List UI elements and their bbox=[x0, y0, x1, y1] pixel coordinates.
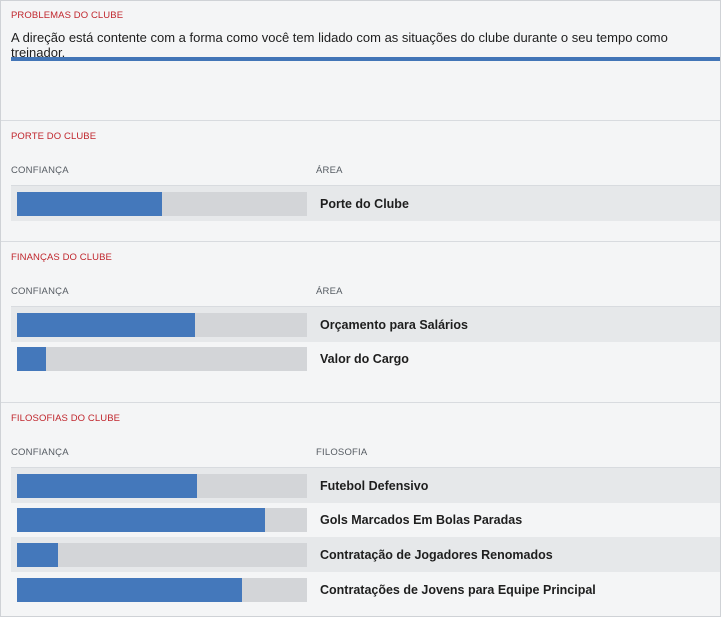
confidence-bar bbox=[17, 543, 307, 567]
philosophy-label: Gols Marcados Em Bolas Paradas bbox=[320, 513, 523, 527]
confidence-bar bbox=[17, 508, 307, 532]
col-area: ÁREA bbox=[316, 286, 343, 297]
table-row[interactable]: Contratação de Jogadores Renomados bbox=[11, 537, 720, 572]
problems-title: PROBLEMAS DO CLUBE bbox=[11, 10, 124, 21]
confidence-bar-fill bbox=[17, 347, 46, 371]
confidence-bar-fill bbox=[17, 508, 265, 532]
confidence-bar-fill bbox=[17, 543, 58, 567]
problems-divider bbox=[11, 57, 720, 61]
problems-section: PROBLEMAS DO CLUBE A direção está conten… bbox=[1, 1, 720, 121]
table-row[interactable]: Contratações de Jovens para Equipe Princ… bbox=[11, 572, 720, 607]
table-row[interactable]: Orçamento para Salários bbox=[11, 306, 720, 342]
confidence-bar-fill bbox=[17, 313, 196, 337]
confidence-bar-fill bbox=[17, 474, 197, 498]
club-philosophies-title: FILOSOFIAS DO CLUBE bbox=[11, 413, 121, 424]
table-row[interactable]: Futebol Defensivo bbox=[11, 467, 720, 503]
club-size-section: PORTE DO CLUBE CONFIANÇA ÁREA Porte do C… bbox=[1, 121, 720, 242]
confidence-bar bbox=[17, 578, 307, 602]
col-confidence: CONFIANÇA bbox=[11, 447, 69, 458]
confidence-bar-fill bbox=[17, 192, 162, 216]
club-size-title: PORTE DO CLUBE bbox=[11, 131, 97, 142]
area-label: Porte do Clube bbox=[320, 197, 409, 211]
table-row[interactable]: Valor do Cargo bbox=[11, 341, 720, 376]
confidence-bar bbox=[17, 347, 307, 371]
col-confidence: CONFIANÇA bbox=[11, 165, 69, 176]
philosophy-label: Futebol Defensivo bbox=[320, 479, 429, 493]
problems-text: A direção está contente com a forma como… bbox=[11, 30, 668, 60]
confidence-bar bbox=[17, 192, 307, 216]
table-row[interactable]: Porte do Clube bbox=[11, 185, 720, 221]
col-confidence: CONFIANÇA bbox=[11, 286, 69, 297]
area-label: Orçamento para Salários bbox=[320, 318, 468, 332]
col-philosophy: FILOSOFIA bbox=[316, 447, 368, 458]
confidence-bar bbox=[17, 313, 307, 337]
club-finances-section: FINANÇAS DO CLUBE CONFIANÇA ÁREA Orçamen… bbox=[1, 242, 720, 403]
area-label: Valor do Cargo bbox=[320, 352, 409, 366]
club-finances-title: FINANÇAS DO CLUBE bbox=[11, 252, 112, 263]
table-row[interactable]: Gols Marcados Em Bolas Paradas bbox=[11, 502, 720, 537]
col-area: ÁREA bbox=[316, 165, 343, 176]
philosophy-label: Contratações de Jovens para Equipe Princ… bbox=[320, 583, 596, 597]
confidence-bar bbox=[17, 474, 307, 498]
philosophy-label: Contratação de Jogadores Renomados bbox=[320, 548, 553, 562]
confidence-bar-fill bbox=[17, 578, 242, 602]
club-philosophies-section: FILOSOFIAS DO CLUBE CONFIANÇA FILOSOFIA … bbox=[1, 403, 720, 616]
